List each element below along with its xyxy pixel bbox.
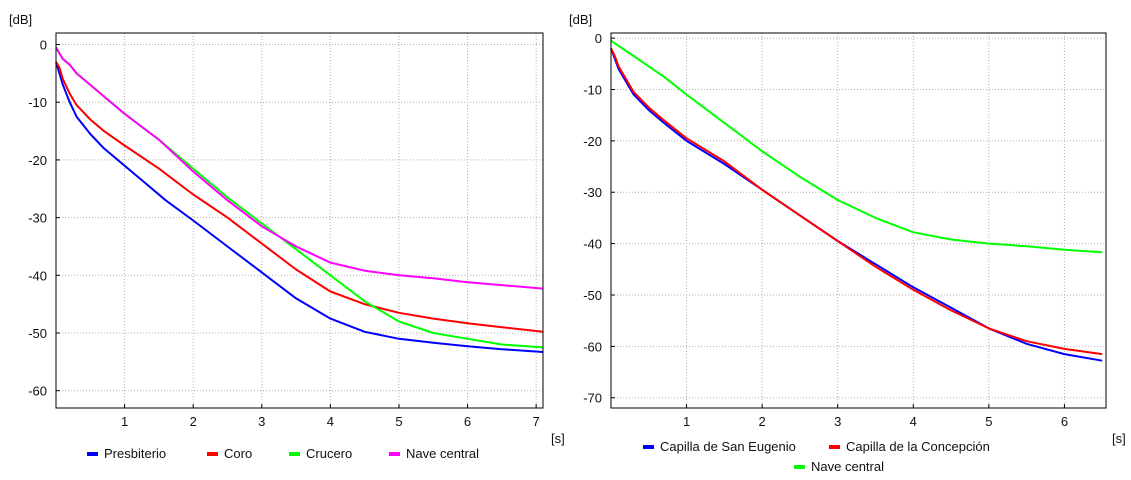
x-tick-label: 6 — [464, 414, 471, 429]
series-line-3 — [55, 46, 544, 349]
series-line-3 — [610, 39, 1103, 254]
series-line-1 — [610, 48, 1103, 362]
x-tick-label: 3 — [834, 414, 841, 429]
x-axis-label: [s] — [1112, 431, 1126, 446]
x-tick-label: 5 — [395, 414, 402, 429]
y-tick-label: -10 — [28, 95, 47, 110]
x-tick-label: 5 — [985, 414, 992, 429]
series-line-1 — [55, 61, 544, 353]
x-tick-label: 7 — [533, 414, 540, 429]
grid — [56, 33, 543, 408]
y-axis-label: [dB] — [9, 12, 32, 27]
chart-right: 1 2 3 4 5 6 0 -10 -20 -30 -40 -50 -60 -70 [dB] [s] Capil… — [569, 12, 1126, 474]
y-tick-label: 0 — [595, 31, 602, 46]
y-axis-label: [dB] — [569, 12, 592, 27]
series-line-4 — [55, 46, 544, 290]
legend-label: Nave central — [406, 446, 479, 461]
legend-label: Capilla de San Eugenio — [660, 439, 796, 454]
y-tick-label: -10 — [583, 83, 602, 98]
y-tick-label: 0 — [40, 38, 47, 53]
chart-left: 1 2 3 4 5 6 7 0 -10 -20 -30 -40 -50 -60 [dB] [s] Presbit… — [9, 12, 565, 461]
y-tick-label: -30 — [28, 211, 47, 226]
plot-frame — [610, 32, 1107, 409]
x-tick-label: 1 — [121, 414, 128, 429]
legend-label: Capilla de la Concepción — [846, 439, 990, 454]
x-tick-label: 2 — [190, 414, 197, 429]
series-line-2 — [610, 47, 1103, 356]
x-tick-label: 4 — [327, 414, 334, 429]
y-tick-label: -70 — [583, 391, 602, 406]
plot-frame — [55, 32, 544, 409]
series-line-2 — [55, 61, 544, 333]
legend: Presbiterio Coro Crucero Nave central — [87, 446, 479, 461]
y-tick-label: -60 — [28, 384, 47, 399]
x-axis-label: [s] — [551, 431, 565, 446]
y-tick-label: -20 — [583, 134, 602, 149]
y-tick-label: -20 — [28, 153, 47, 168]
legend-label: Nave central — [811, 459, 884, 474]
legend-label: Crucero — [306, 446, 352, 461]
x-tick-label: 6 — [1061, 414, 1068, 429]
y-tick-label: -30 — [583, 185, 602, 200]
x-tick-label: 4 — [910, 414, 917, 429]
x-tick-label: 2 — [759, 414, 766, 429]
y-tick-label: -50 — [583, 288, 602, 303]
x-tick-label: 3 — [258, 414, 265, 429]
y-tick-label: -40 — [583, 237, 602, 252]
y-tick-label: -60 — [583, 339, 602, 354]
legend-label: Coro — [224, 446, 252, 461]
y-tick-label: -40 — [28, 268, 47, 283]
x-tick-label: 1 — [683, 414, 690, 429]
legend-label: Presbiterio — [104, 446, 166, 461]
legend: Capilla de San Eugenio Capilla de la Conc… — [643, 439, 990, 474]
grid — [611, 33, 1106, 408]
y-tick-label: -50 — [28, 326, 47, 341]
